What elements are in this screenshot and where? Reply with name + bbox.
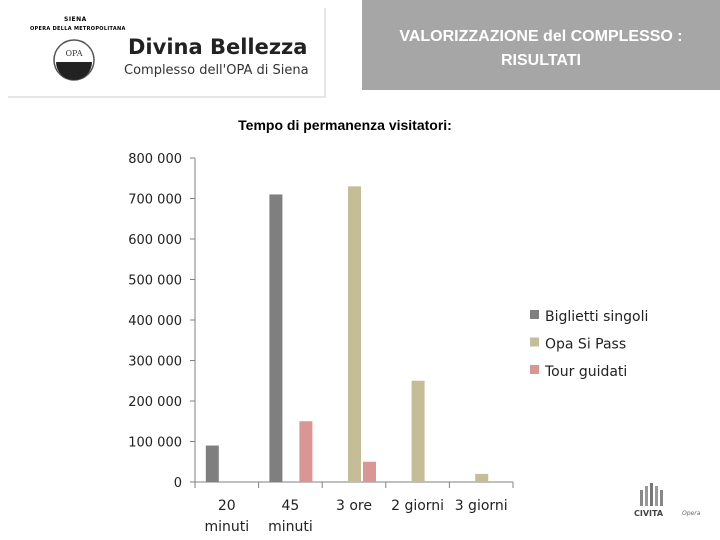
bar [363, 461, 376, 482]
x-tick-label: 2 giorni [391, 498, 444, 514]
y-tick-label: 800 000 [128, 152, 182, 167]
slide-title: VALORIZZAZIONE del COMPLESSO : RISULTATI [362, 25, 720, 73]
bar [299, 421, 313, 482]
legend-label: Tour guidati [544, 364, 627, 380]
slide-header: VALORIZZAZIONE del COMPLESSO : RISULTATI [362, 0, 720, 90]
x-tick-label: 3 giorni [455, 498, 508, 514]
x-tick-label: minuti [268, 519, 313, 535]
brand-logo-box: SIENA OPERA DELLA METROPOLITANA OPA Divi… [8, 8, 326, 98]
y-tick-label: 600 000 [128, 233, 182, 248]
org-subtitle: OPERA DELLA METROPOLITANA [30, 26, 126, 32]
legend-label: Biglietti singoli [545, 309, 648, 325]
legend-swatch [530, 310, 539, 319]
y-tick-label: 500 000 [128, 274, 182, 289]
bar [475, 473, 489, 482]
legend-swatch [530, 337, 539, 347]
civita-label: CIVITA [634, 509, 664, 518]
slide-title-line1: VALORIZZAZIONE del COMPLESSO : [399, 28, 683, 45]
brand-subtitle: Complesso dell'OPA di Siena [124, 63, 309, 78]
opera-label: Opera [682, 510, 701, 517]
bar [348, 186, 361, 482]
legend-label: Opa Si Pass [545, 337, 626, 353]
y-tick-label: 0 [174, 476, 182, 491]
y-tick-label: 300 000 [128, 355, 182, 370]
legend-swatch [530, 365, 539, 374]
opa-emblem-icon: OPA [53, 39, 95, 81]
y-tick-label: 400 000 [128, 314, 182, 329]
x-tick-label: 20 [218, 498, 236, 514]
y-tick-label: 200 000 [128, 395, 182, 410]
bar [411, 380, 425, 482]
slide-title-line2: RISULTATI [501, 52, 581, 69]
x-tick-label: 45 [281, 498, 299, 514]
chart-title: Tempo di permanenza visitatori: [238, 117, 452, 133]
brand-title: Divina Bellezza [128, 35, 308, 59]
civita-logo-icon [640, 483, 663, 506]
x-tick-label: 3 ore [336, 498, 372, 514]
y-tick-label: 100 000 [128, 436, 182, 451]
org-name: SIENA [64, 16, 87, 23]
emblem-text: OPA [66, 49, 83, 58]
bar [205, 445, 219, 482]
x-tick-label: minuti [204, 519, 249, 535]
bar [269, 194, 283, 482]
y-tick-label: 700 000 [128, 193, 182, 208]
